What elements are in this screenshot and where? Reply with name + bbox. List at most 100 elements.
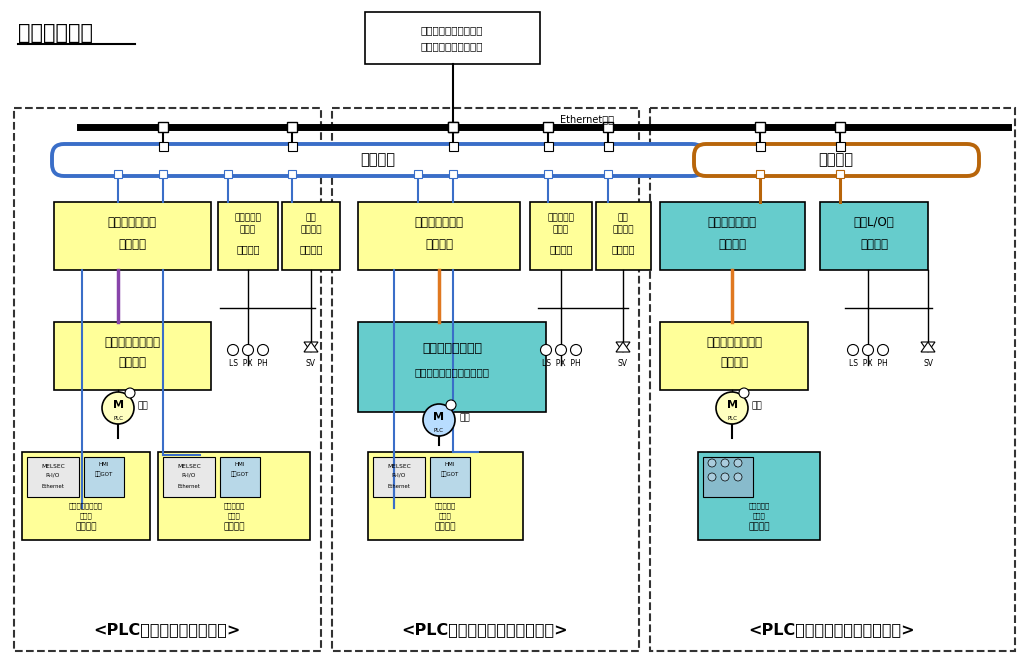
Text: 操作盤: 操作盤	[80, 513, 92, 519]
Text: 中央: 中央	[617, 214, 629, 222]
FancyBboxPatch shape	[694, 144, 979, 176]
Text: M: M	[433, 412, 444, 422]
Text: 中央ドライブ装置: 中央ドライブ装置	[422, 342, 482, 354]
Bar	[603, 122, 613, 132]
Circle shape	[848, 344, 858, 356]
Bar	[449, 122, 458, 132]
Text: LS  PX  PH: LS PX PH	[849, 360, 888, 368]
Circle shape	[446, 400, 456, 410]
Bar	[358, 202, 520, 270]
Text: （更新）: （更新）	[549, 244, 572, 254]
Bar	[650, 108, 1015, 651]
Circle shape	[734, 459, 742, 467]
Text: 入側運転室: 入側運転室	[223, 502, 245, 509]
Text: 入側センサ: 入側センサ	[234, 214, 261, 222]
Text: 出側主幹制御盤: 出側主幹制御盤	[708, 216, 757, 228]
Text: Ethernet通信: Ethernet通信	[560, 114, 614, 124]
Text: M: M	[113, 400, 124, 410]
Bar	[158, 122, 168, 132]
Bar	[820, 202, 928, 270]
Circle shape	[721, 473, 729, 481]
Bar	[604, 170, 612, 178]
Bar	[836, 141, 845, 151]
Text: R-I/O: R-I/O	[392, 472, 407, 478]
Text: （既設）: （既設）	[749, 523, 770, 531]
Text: 三菱GOT: 三菱GOT	[441, 471, 459, 477]
Text: PLC: PLC	[727, 415, 737, 421]
Polygon shape	[921, 342, 935, 352]
Text: SV: SV	[618, 360, 628, 368]
Text: ＊台: ＊台	[138, 401, 148, 411]
Text: （更新）: （更新）	[434, 523, 456, 531]
Circle shape	[125, 388, 135, 398]
Text: （更新）: （更新）	[425, 237, 453, 251]
Bar	[14, 108, 321, 651]
Text: ＊台: ＊台	[752, 401, 763, 411]
Text: MELSEC: MELSEC	[41, 464, 65, 468]
Text: 出側L/O盤: 出側L/O盤	[854, 216, 894, 228]
Text: （更新）: （更新）	[237, 244, 260, 254]
Text: 中央運転室: 中央運転室	[434, 502, 456, 509]
Text: （更新）: （更新）	[611, 244, 635, 254]
Text: （更新）: （更新）	[118, 356, 146, 369]
Text: Ethernet: Ethernet	[42, 484, 65, 490]
Circle shape	[243, 344, 254, 356]
Text: 中央主幹制御盤: 中央主幹制御盤	[415, 216, 464, 228]
Bar	[159, 141, 168, 151]
Bar	[698, 452, 820, 540]
Text: 三菱GOT: 三菱GOT	[230, 471, 249, 477]
Bar	[218, 202, 278, 270]
Bar	[414, 170, 422, 178]
Bar	[288, 170, 296, 178]
Bar	[449, 122, 458, 132]
Bar	[660, 322, 808, 390]
Bar	[449, 170, 457, 178]
Circle shape	[739, 388, 749, 398]
FancyBboxPatch shape	[52, 144, 705, 176]
Bar	[159, 170, 167, 178]
Bar	[27, 457, 79, 497]
Bar	[755, 122, 765, 132]
Circle shape	[555, 344, 566, 356]
Bar	[603, 141, 612, 151]
Bar	[22, 452, 150, 540]
Bar	[836, 170, 844, 178]
Bar	[530, 202, 592, 270]
Text: 操作盤: 操作盤	[227, 513, 241, 519]
Bar	[54, 322, 211, 390]
Text: PLC: PLC	[434, 427, 444, 433]
Text: 入側主幹制御盤: 入側主幹制御盤	[108, 216, 157, 228]
Text: アンコイラ運転室: アンコイラ運転室	[69, 502, 103, 509]
Text: 出側ドライブ装置: 出側ドライブ装置	[706, 336, 762, 348]
Bar	[660, 202, 805, 270]
Text: （更新）: （更新）	[75, 523, 96, 531]
Bar	[544, 141, 553, 151]
Text: Ethernet: Ethernet	[387, 484, 411, 490]
Text: 中央センサ: 中央センサ	[548, 214, 574, 222]
Bar	[373, 457, 425, 497]
Bar	[358, 322, 546, 412]
Bar	[543, 122, 553, 132]
Circle shape	[257, 344, 268, 356]
Circle shape	[862, 344, 873, 356]
Bar	[365, 12, 540, 64]
Text: M: M	[726, 400, 737, 410]
Text: MELSEC: MELSEC	[387, 464, 411, 468]
Text: Ethernet: Ethernet	[177, 484, 201, 490]
Text: HMI: HMI	[98, 462, 110, 466]
Text: <PLC流用、ドライブ装置更新>: <PLC流用、ドライブ装置更新>	[749, 622, 915, 637]
Circle shape	[570, 344, 582, 356]
Bar	[163, 457, 215, 497]
Bar	[835, 122, 845, 132]
Text: （更新）: （更新）	[118, 237, 146, 251]
Bar	[703, 457, 753, 497]
Circle shape	[721, 459, 729, 467]
Bar	[158, 452, 310, 540]
Polygon shape	[921, 342, 935, 352]
Text: <PLC更新、ドライブ装置流用>: <PLC更新、ドライブ装置流用>	[401, 622, 568, 637]
Bar	[430, 457, 470, 497]
Text: SV: SV	[923, 360, 933, 368]
Circle shape	[716, 392, 748, 424]
Circle shape	[878, 344, 889, 356]
Bar	[596, 202, 651, 270]
